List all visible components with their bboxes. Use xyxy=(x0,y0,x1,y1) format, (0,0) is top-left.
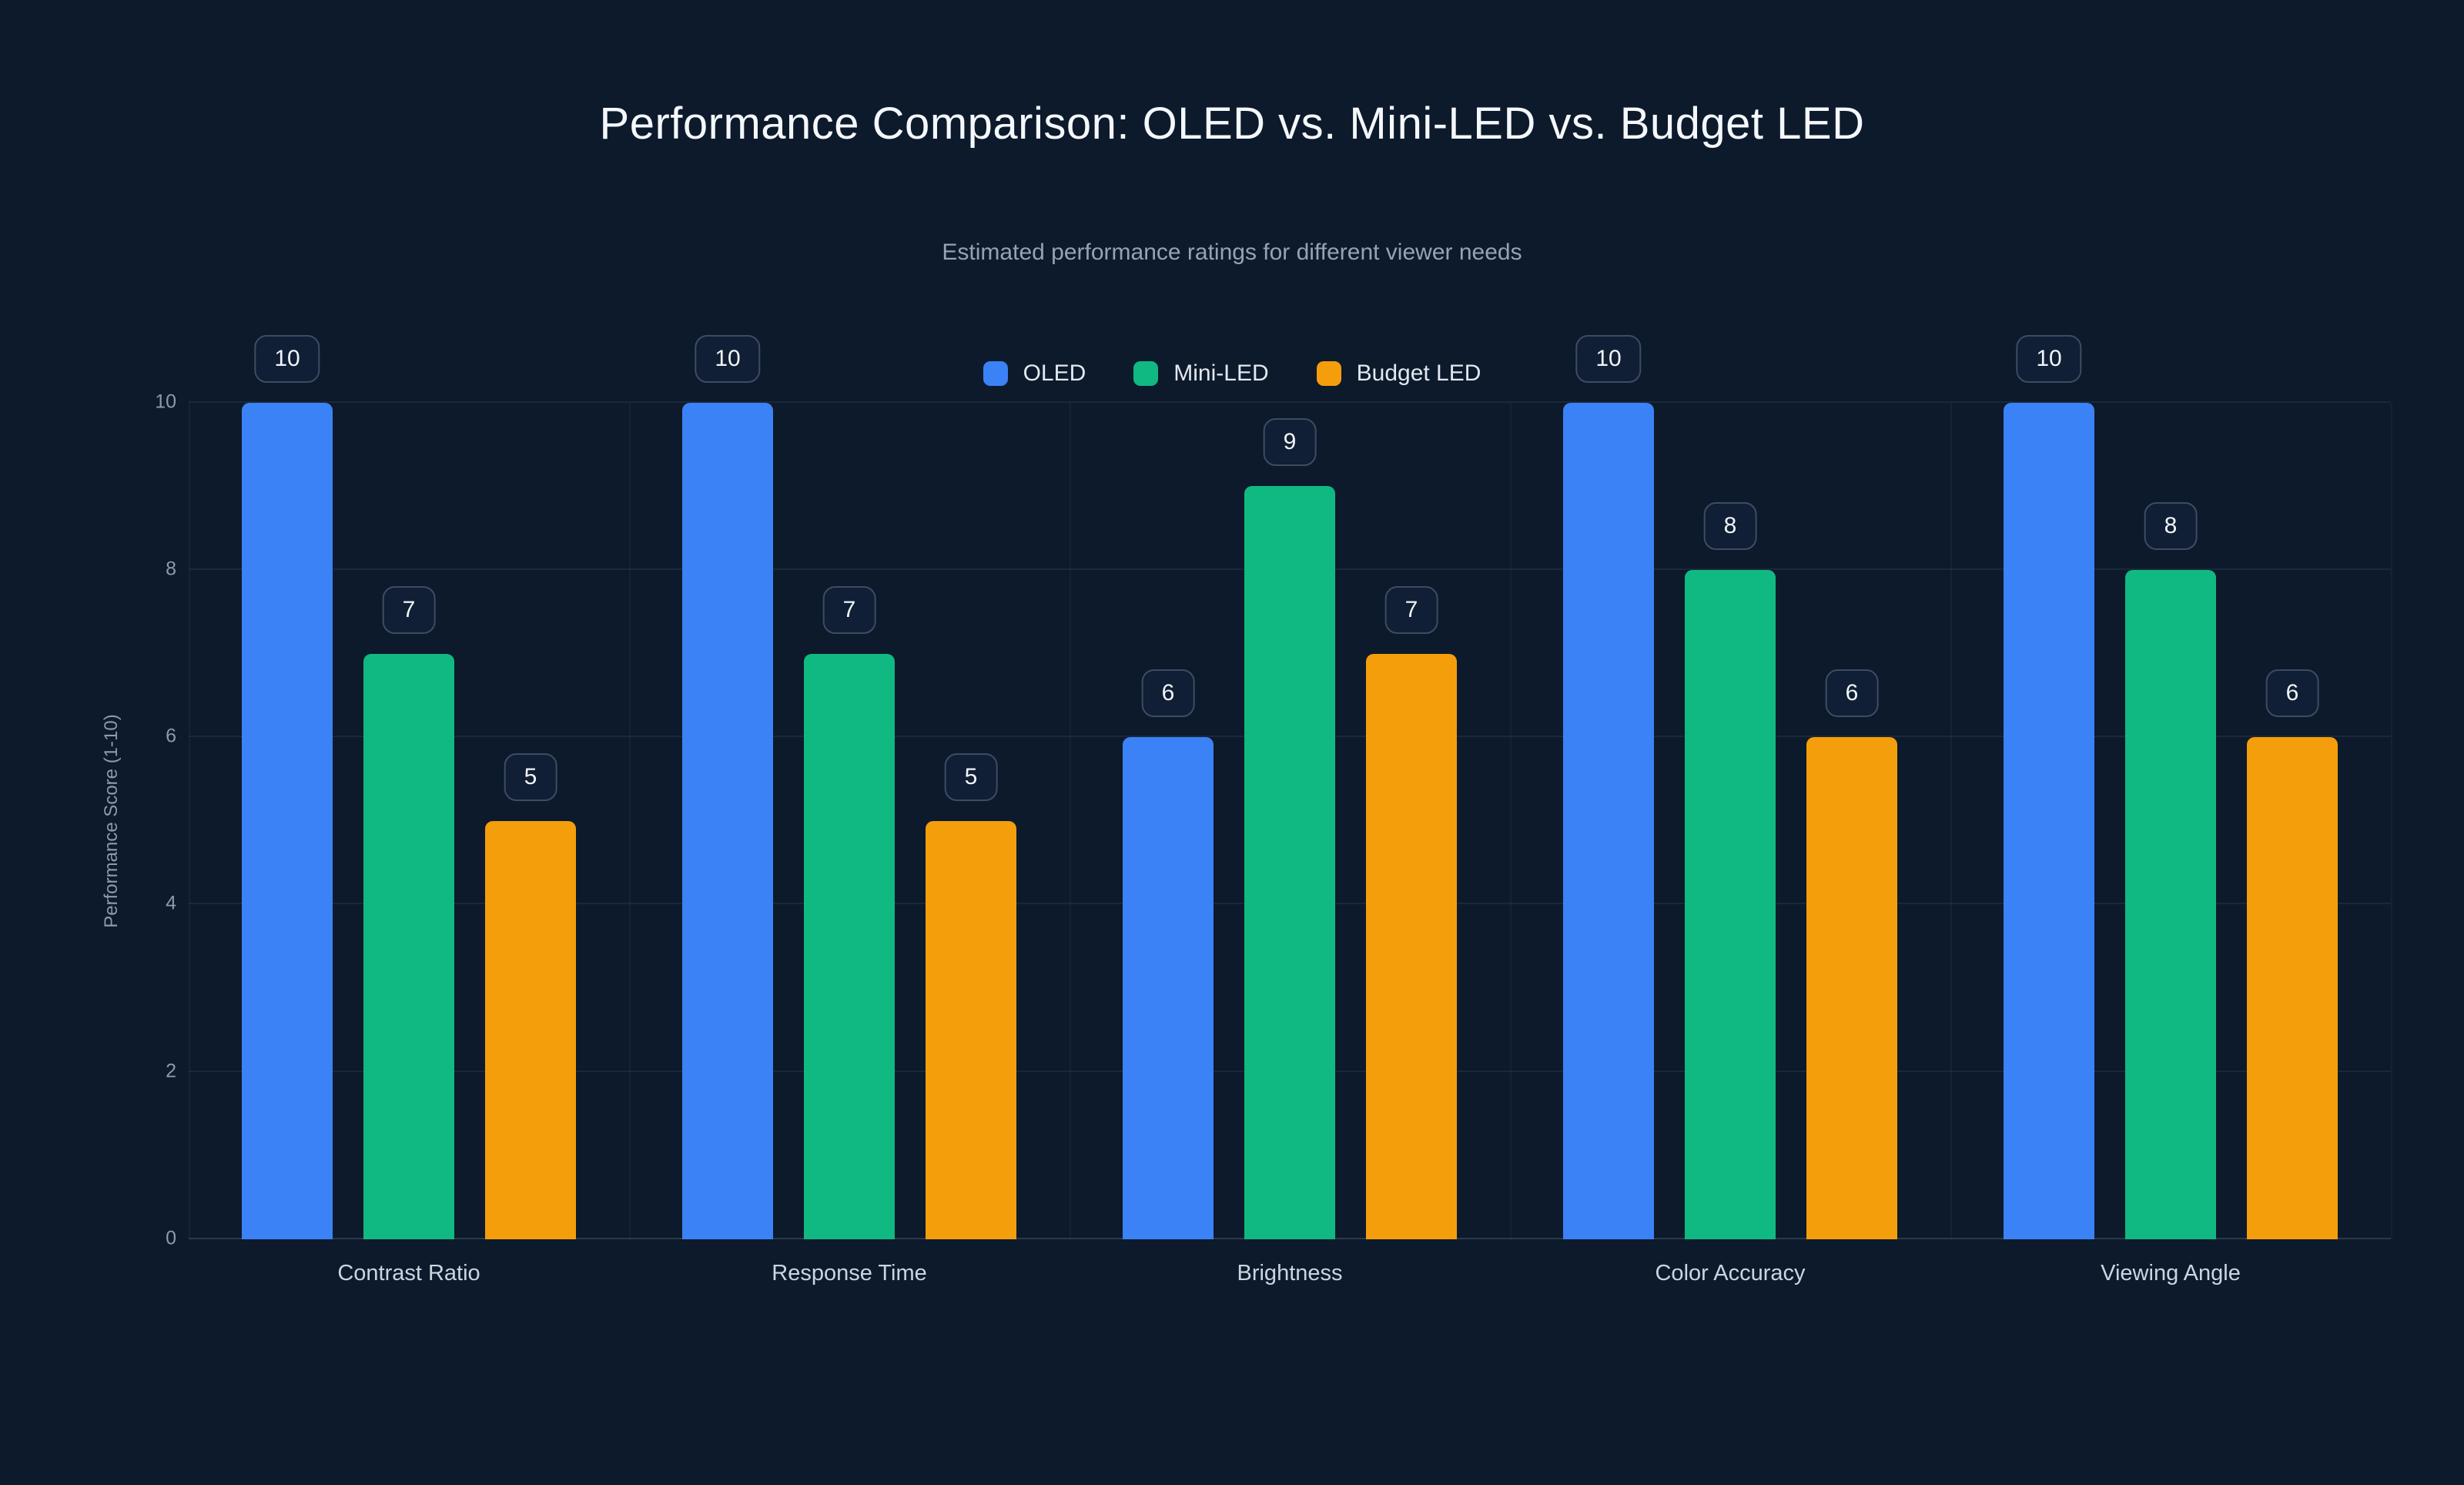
plot-vline xyxy=(189,402,190,1239)
bar-slot: 6 xyxy=(1123,403,1214,1239)
gridline: 10 xyxy=(155,391,2391,412)
category-label: Brightness xyxy=(1237,1260,1343,1286)
bar xyxy=(1806,737,1897,1239)
legend-label: OLED xyxy=(1023,360,1086,386)
bar-slot: 8 xyxy=(1685,403,1776,1239)
bar xyxy=(2004,402,2094,1239)
category-label: Color Accuracy xyxy=(1655,1260,1806,1286)
bar-slot: 6 xyxy=(2247,403,2338,1239)
bar-value-badge: 8 xyxy=(1703,501,1757,550)
legend-item-oled[interactable]: OLED xyxy=(983,360,1086,387)
bar-value-badge: 7 xyxy=(822,585,876,634)
bar-value-badge: 6 xyxy=(1825,669,1879,718)
y-tick-label: 10 xyxy=(155,391,176,413)
bar-value-badge: 6 xyxy=(2265,669,2319,718)
bar-slot: 10 xyxy=(242,334,333,1239)
plot-vline xyxy=(1510,402,1512,1239)
bar-group: 10 7 5 Response Time xyxy=(682,334,1016,1286)
plot-area: Performance Score (1-10) 0 2 4 6 8 10 10 7 5 Cont… xyxy=(101,334,2392,1286)
legend-label: Mini-LED xyxy=(1173,360,1269,386)
bar xyxy=(1366,653,1457,1239)
bar-group: 10 8 6 Viewing Angle xyxy=(2004,334,2338,1286)
legend-swatch xyxy=(1316,360,1341,386)
legend-swatch xyxy=(1133,360,1159,386)
plot-vline xyxy=(1070,402,1071,1239)
bar-slot: 7 xyxy=(363,403,454,1239)
bar-value-badge: 10 xyxy=(2016,334,2082,383)
bar-value-badge: 7 xyxy=(382,585,436,634)
chart-subtitle: Estimated performance ratings for differ… xyxy=(942,239,1522,265)
legend: OLED Mini-LED Budget LED xyxy=(0,357,2464,391)
y-tick-label: 4 xyxy=(166,892,176,914)
bar-value-badge: 9 xyxy=(1263,418,1317,467)
y-axis-title: Performance Score (1-10) xyxy=(101,713,122,928)
category-label: Viewing Angle xyxy=(2101,1260,2241,1286)
bar-value-badge: 10 xyxy=(695,334,761,383)
y-tick-label: 6 xyxy=(166,725,176,747)
bar-slot: 5 xyxy=(926,403,1016,1239)
bar xyxy=(1685,569,1776,1239)
bar xyxy=(1563,402,1654,1239)
bar-slot: 6 xyxy=(1806,403,1897,1239)
bar xyxy=(804,653,895,1239)
legend-label: Budget LED xyxy=(1356,360,1481,386)
y-tick-label: 2 xyxy=(166,1060,176,1081)
bar xyxy=(1123,737,1214,1239)
plot-vline xyxy=(1950,402,1952,1239)
bar-slot: 5 xyxy=(485,403,576,1239)
bar xyxy=(926,820,1016,1239)
category-label: Contrast Ratio xyxy=(337,1260,480,1286)
bar xyxy=(1244,486,1335,1239)
bar-slot: 10 xyxy=(1563,334,1654,1239)
bar-slot: 10 xyxy=(2004,334,2094,1239)
bar-value-badge: 6 xyxy=(1141,669,1195,718)
bar xyxy=(242,402,333,1239)
legend-swatch xyxy=(983,360,1008,386)
y-tick-label: 0 xyxy=(166,1227,176,1249)
legend-item-mini-led[interactable]: Mini-LED xyxy=(1133,360,1269,387)
bar-slot: 8 xyxy=(2125,403,2216,1239)
bar-slot: 7 xyxy=(804,403,895,1239)
plot-vline xyxy=(2391,402,2392,1239)
bar-group: 10 7 5 Contrast Ratio xyxy=(242,334,576,1286)
bar-value-badge: 7 xyxy=(1384,585,1438,634)
bar xyxy=(682,402,773,1239)
bar xyxy=(2125,569,2216,1239)
bar-value-badge: 8 xyxy=(2144,501,2198,550)
bar-group: 10 8 6 Color Accuracy xyxy=(1563,334,1897,1286)
category-label: Response Time xyxy=(772,1260,927,1286)
bar xyxy=(2247,737,2338,1239)
bar-value-badge: 5 xyxy=(944,753,998,801)
bar-slot: 7 xyxy=(1366,403,1457,1239)
bar-value-badge: 10 xyxy=(254,334,320,383)
bar-group: 6 9 7 Brightness xyxy=(1123,403,1457,1286)
chart-title: Performance Comparison: OLED vs. Mini-LE… xyxy=(599,99,1865,149)
bar-value-badge: 5 xyxy=(504,753,557,801)
plot-vline xyxy=(629,402,631,1239)
bar xyxy=(363,653,454,1239)
y-tick-label: 8 xyxy=(166,558,176,580)
bar-groups: 10 7 5 Contrast Ratio 10 7 5 Response Time 6 9 7 Br… xyxy=(189,334,2391,1286)
bar-value-badge: 10 xyxy=(1575,334,1642,383)
chart-page: Performance Comparison: OLED vs. Mini-LE… xyxy=(0,99,2464,1485)
bar-slot: 9 xyxy=(1244,403,1335,1239)
bar-slot: 10 xyxy=(682,334,773,1239)
bar xyxy=(485,820,576,1239)
legend-item-budget-led[interactable]: Budget LED xyxy=(1316,360,1481,387)
